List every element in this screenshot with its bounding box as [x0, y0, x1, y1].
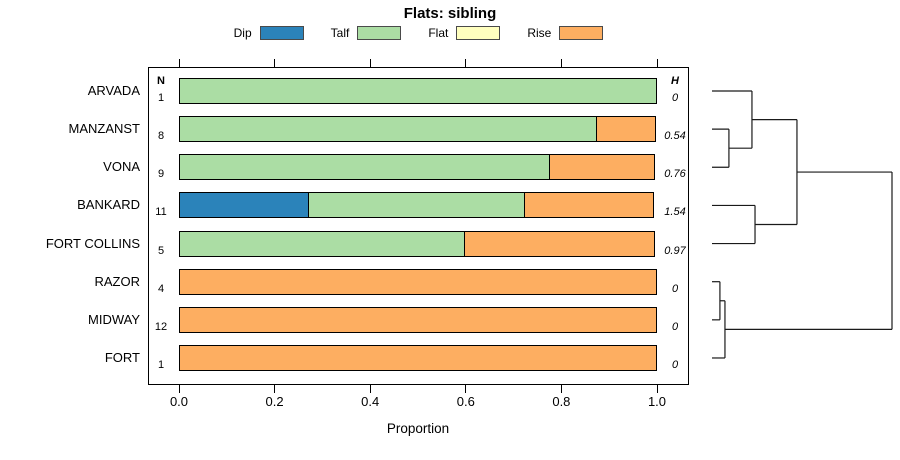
row-label: BANKARD — [77, 197, 140, 213]
h-value: 1.54 — [664, 206, 686, 219]
h-value: 0.76 — [664, 168, 686, 181]
x-axis-tick-bottom — [178, 385, 180, 393]
x-axis-tick-label: 0.0 — [169, 394, 189, 409]
x-axis-tick-bottom — [656, 385, 658, 393]
chart-title: Flats: sibling — [403, 5, 497, 22]
bar-row — [179, 344, 657, 371]
legend-item-talf: Talf — [331, 26, 402, 40]
bar-row — [179, 192, 654, 219]
x-axis-tick-label: 0.2 — [265, 394, 284, 409]
x-axis-tick-bottom — [560, 385, 562, 393]
bar-segment-dip — [179, 192, 310, 219]
plot-area — [148, 67, 689, 385]
h-value: 0 — [671, 358, 679, 371]
row-label: ARVADA — [87, 83, 140, 98]
x-axis-tick-label: 0.6 — [456, 394, 475, 409]
n-value: 4 — [157, 282, 165, 295]
legend-swatch — [259, 26, 304, 40]
bar-segment-talf — [179, 116, 598, 143]
bar-row — [179, 154, 656, 181]
bar-segment-rise — [549, 154, 656, 181]
bar-segment-rise — [179, 306, 657, 333]
x-axis-tick-top — [560, 59, 562, 67]
x-axis-tick-top — [656, 59, 658, 67]
legend: Dip Talf Flat Rise — [148, 24, 689, 42]
x-axis-tick-top — [274, 59, 276, 67]
bar-row — [179, 306, 657, 333]
bar-segment-rise — [179, 344, 657, 371]
x-axis-label: Proportion — [386, 421, 450, 436]
n-value: 8 — [157, 130, 165, 143]
h-value: 0 — [671, 320, 679, 333]
bar-segment-talf — [307, 192, 526, 219]
legend-label: Rise — [527, 26, 552, 40]
legend-item-flat: Flat — [428, 26, 501, 40]
bar-row — [179, 78, 657, 104]
legend-swatch — [357, 26, 402, 40]
h-value: 0.97 — [664, 244, 686, 257]
legend-label: Flat — [428, 26, 449, 40]
row-label: FORT COLLINS — [45, 235, 140, 251]
bar-segment-rise — [595, 116, 656, 143]
x-axis-tick-bottom — [465, 385, 467, 393]
h-column-header: H — [671, 75, 679, 87]
legend-item-dip: Dip — [234, 26, 304, 40]
row-label: MIDWAY — [88, 311, 140, 327]
legend-swatch — [456, 26, 501, 40]
legend-item-rise: Rise — [527, 26, 604, 40]
x-axis-tick-label: 0.8 — [552, 394, 571, 409]
n-value: 12 — [154, 320, 168, 333]
bar-segment-rise — [179, 268, 657, 295]
x-axis-tick-label: 1.0 — [647, 394, 667, 409]
x-axis-tick-label: 0.4 — [361, 394, 380, 409]
h-value: 0.54 — [664, 130, 686, 143]
h-value: 0 — [671, 92, 679, 104]
legend-swatch — [559, 26, 604, 40]
n-column-header: N — [157, 75, 165, 87]
row-label: MANZANST — [68, 121, 141, 137]
x-axis-tick-bottom — [369, 385, 371, 393]
bar-segment-talf — [179, 78, 657, 104]
bar-row — [179, 230, 656, 257]
row-label: FORT — [104, 349, 140, 365]
h-value: 0 — [671, 282, 679, 295]
row-label: VONA — [103, 159, 140, 175]
bar-segment-rise — [464, 230, 656, 257]
legend-label: Dip — [233, 26, 252, 40]
bar-row — [179, 116, 656, 143]
n-value: 9 — [157, 168, 165, 181]
bar-row — [179, 268, 657, 295]
legend-label: Talf — [330, 26, 350, 40]
bar-segment-rise — [523, 192, 654, 219]
bar-segment-talf — [179, 154, 551, 181]
bar-segment-talf — [179, 230, 466, 257]
row-label: RAZOR — [94, 273, 141, 289]
n-value: 1 — [157, 92, 165, 104]
n-value: 5 — [157, 244, 165, 257]
x-axis-tick-bottom — [274, 385, 276, 393]
x-axis-tick-top — [178, 59, 180, 67]
x-axis-tick-top — [465, 59, 467, 67]
n-value: 11 — [155, 206, 167, 219]
n-value: 1 — [157, 358, 165, 371]
x-axis-tick-top — [369, 59, 371, 67]
